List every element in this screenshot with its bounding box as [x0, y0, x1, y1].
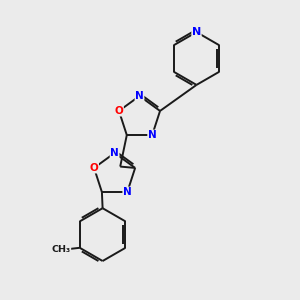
Text: N: N	[110, 148, 119, 158]
Text: N: N	[192, 27, 201, 37]
Text: O: O	[115, 106, 123, 116]
Text: CH₃: CH₃	[52, 245, 71, 254]
Text: N: N	[135, 91, 144, 101]
Text: O: O	[90, 163, 98, 173]
Text: N: N	[148, 130, 157, 140]
Text: N: N	[123, 187, 132, 197]
